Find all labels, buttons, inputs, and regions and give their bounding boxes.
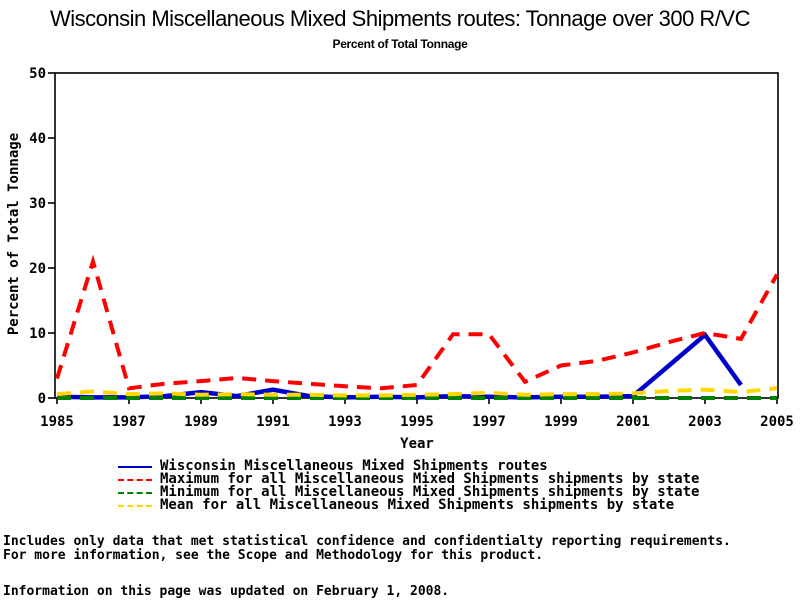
wisconsin-line-swatch bbox=[118, 465, 152, 468]
chart-legend: Wisconsin Miscellaneous Mixed Shipments … bbox=[118, 458, 700, 513]
chart-subtitle: Percent of Total Tonnage bbox=[332, 37, 468, 51]
x-tick-label: 1997 bbox=[472, 414, 506, 430]
chart-title: Wisconsin Miscellaneous Mixed Shipments … bbox=[49, 6, 751, 31]
x-tick-label: 1995 bbox=[400, 414, 434, 430]
updated-note: Information on this page was updated on … bbox=[3, 584, 450, 599]
x-tick-label: 1999 bbox=[544, 414, 578, 430]
y-axis-title: Percent of Total Tonnage bbox=[6, 132, 22, 336]
x-tick-label: 1991 bbox=[256, 414, 290, 430]
legend-item-mean: Mean for all Miscellaneous Mixed Shipmen… bbox=[118, 497, 699, 513]
series-line-0 bbox=[56, 331, 743, 400]
plot-frame bbox=[54, 72, 779, 399]
y-tick-label: 20 bbox=[29, 261, 46, 277]
x-tick-label: 1985 bbox=[40, 414, 74, 430]
y-tick-label: 50 bbox=[29, 66, 46, 82]
legend-item-maximum: Maximum for all Miscellaneous Mixed Ship… bbox=[118, 471, 700, 487]
y-tick-label: 30 bbox=[29, 196, 46, 212]
x-axis-title: Year bbox=[400, 436, 434, 452]
x-tick-label: 2001 bbox=[616, 414, 650, 430]
legend-item-minimum: Minimum for all Miscellaneous Mixed Ship… bbox=[118, 484, 700, 500]
legend-label: Wisconsin Miscellaneous Mixed Shipments … bbox=[160, 458, 548, 474]
series-line-1 bbox=[55, 254, 779, 391]
footnote-line-2: For more information, see the Scope and … bbox=[3, 547, 544, 563]
x-tick-label: 2005 bbox=[760, 414, 794, 430]
legend-item-wisconsin: Wisconsin Miscellaneous Mixed Shipments … bbox=[118, 458, 699, 474]
x-tick-label: 1987 bbox=[112, 414, 146, 430]
minimum-line-swatch bbox=[118, 491, 152, 494]
x-tick-label: 1993 bbox=[328, 414, 362, 430]
footnote-text: Includes only data that met statistical … bbox=[3, 535, 731, 562]
y-tick-label: 0 bbox=[38, 391, 46, 407]
footnote-line-1: Includes only data that met statistical … bbox=[3, 534, 731, 549]
y-tick-label: 10 bbox=[29, 326, 46, 342]
maximum-line-swatch bbox=[118, 478, 152, 481]
legend-label: Maximum for all Miscellaneous Mixed Ship… bbox=[160, 471, 700, 487]
mean-line-swatch bbox=[118, 504, 152, 507]
legend-label: Mean for all Miscellaneous Mixed Shipmen… bbox=[160, 497, 675, 513]
series-line-3 bbox=[56, 386, 778, 398]
y-tick-label: 40 bbox=[29, 131, 46, 147]
x-tick-label: 2003 bbox=[688, 414, 722, 430]
x-tick-label: 1989 bbox=[184, 414, 218, 430]
legend-label: Minimum for all Miscellaneous Mixed Ship… bbox=[160, 484, 700, 500]
